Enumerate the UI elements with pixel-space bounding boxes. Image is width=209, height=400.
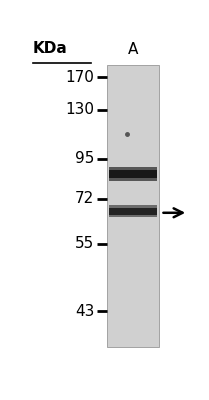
Text: 72: 72 [75,192,94,206]
Bar [109,205,157,217]
Bar [107,65,159,347]
Text: 43: 43 [75,304,94,319]
Text: 55: 55 [75,236,94,251]
Text: 130: 130 [65,102,94,117]
Bar [109,208,157,215]
Text: 95: 95 [75,151,94,166]
Text: A: A [128,42,138,57]
Bar [109,167,157,181]
Text: KDa: KDa [33,41,67,56]
Bar [109,170,157,178]
Text: 170: 170 [65,70,94,85]
